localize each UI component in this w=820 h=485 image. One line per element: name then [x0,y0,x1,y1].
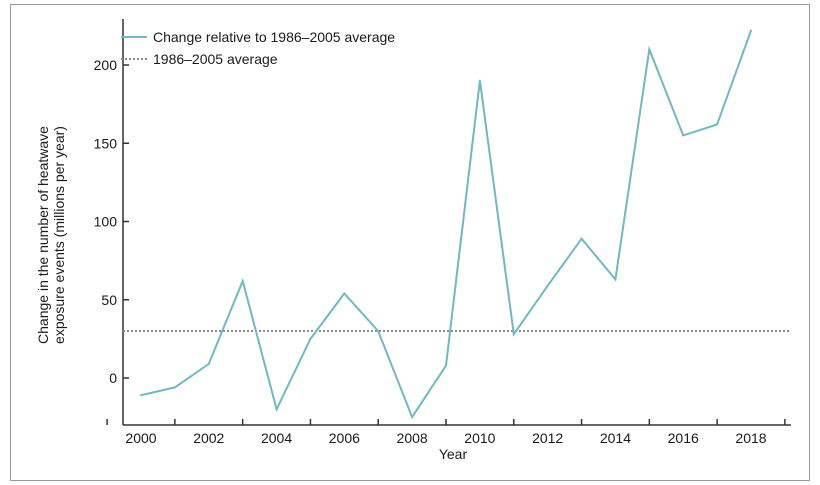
x-tick-label: 2012 [532,430,563,446]
data-point [411,416,414,419]
y-axis-label: Change in the number of heatwave exposur… [35,126,67,344]
data-point [207,362,210,365]
x-axis-ticks: 2000 2002 2004 2006 2008 2010 2012 2014 2016 2018 [106,419,786,446]
data-point [716,123,719,126]
data-point [580,237,583,240]
legend-label-series: Change relative to 1986–2005 average [153,29,395,45]
legend-label-baseline: 1986–2005 average [153,51,278,67]
legend: Change relative to 1986–2005 average 198… [121,29,395,67]
data-point [445,364,447,367]
y-tick-label: 50 [101,292,117,308]
series-line-change [140,30,752,420]
y-axis-ticks: 0 50 100 150 200 [94,57,129,386]
data-point [343,292,346,295]
x-tick-label: 2010 [464,430,495,446]
data-point [478,79,481,82]
data-point [512,333,515,336]
data-point [648,48,651,51]
x-tick-label: 2008 [397,430,428,446]
data-point [173,386,176,389]
data-point [614,278,617,281]
data-point [140,394,142,397]
y-tick-label: 0 [109,370,117,386]
plot-area [123,29,791,420]
data-point [377,330,380,333]
data-point [546,284,549,287]
y-axis-label-line-2: exposure events (millions per year) [51,126,67,344]
x-tick-label: 2014 [600,430,631,446]
y-axis-label-line-1: Change in the number of heatwave [35,126,51,344]
y-tick-label: 200 [94,57,118,73]
chart-frame: Change in the number of heatwave exposur… [10,4,810,481]
x-tick-label: 2016 [668,430,699,446]
y-tick-label: 100 [94,214,118,230]
x-tick-label: 2002 [193,430,224,446]
y-tick-label: 150 [94,135,118,151]
x-tick-label: 2004 [261,430,292,446]
data-point [682,134,685,137]
x-tick-label: 2006 [329,430,360,446]
x-axis-label: Year [439,446,468,462]
x-tick-label: 2018 [735,430,766,446]
data-point [275,408,278,411]
data-point [241,279,244,282]
axes [122,19,791,426]
data-point [750,29,752,32]
x-tick-label: 2000 [125,430,156,446]
heatwave-exposure-line-chart: Change in the number of heatwave exposur… [35,19,791,462]
data-point [309,337,312,340]
